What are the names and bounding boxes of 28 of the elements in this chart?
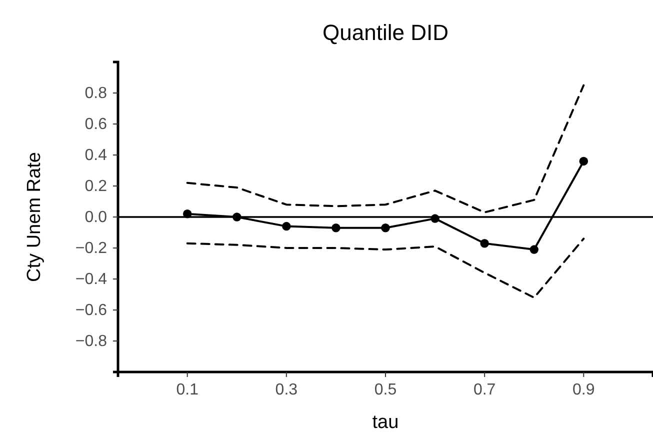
x-tick-label: 0.7 [473, 381, 496, 398]
y-tick-label: 0.8 [84, 85, 108, 102]
point [282, 222, 291, 231]
y-tick-label: −0.6 [75, 302, 108, 320]
y-tick-label: −0.2 [75, 240, 108, 258]
x-tick-label: 0.5 [374, 381, 397, 398]
y-axis-title: Cty Unem Rate [24, 152, 45, 282]
point [530, 245, 538, 254]
x-tick-label: 0.3 [275, 381, 298, 398]
point [182, 210, 192, 218]
y-tick-label: 0.6 [84, 116, 108, 134]
point [232, 212, 242, 222]
chart-title: Quantile DID [322, 20, 448, 45]
line-series [186, 84, 585, 214]
y-tick-label: 0.4 [84, 147, 108, 164]
y-tick-label: 0.2 [84, 178, 108, 196]
point [480, 238, 489, 248]
y-tick-label: −0.8 [75, 333, 108, 350]
line-series [186, 238, 585, 299]
point [332, 223, 340, 232]
point [579, 156, 588, 166]
x-tick-label: 0.1 [176, 381, 199, 398]
point [430, 214, 440, 223]
y-tick-label: −0.4 [75, 271, 108, 288]
x-tick-label: 0.9 [572, 381, 595, 398]
point [381, 223, 390, 232]
y-tick-label: 0.0 [84, 209, 108, 226]
x-axis-title: tau [372, 412, 399, 433]
